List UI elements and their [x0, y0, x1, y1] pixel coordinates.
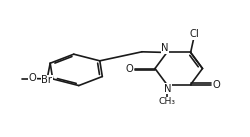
Text: CH₃: CH₃ — [158, 97, 176, 106]
Text: N: N — [161, 43, 168, 53]
Text: O: O — [213, 79, 220, 89]
Text: N: N — [164, 84, 172, 94]
Text: Br: Br — [42, 75, 52, 85]
Text: Cl: Cl — [190, 29, 200, 39]
Text: O: O — [125, 64, 133, 73]
Text: O: O — [29, 73, 36, 83]
